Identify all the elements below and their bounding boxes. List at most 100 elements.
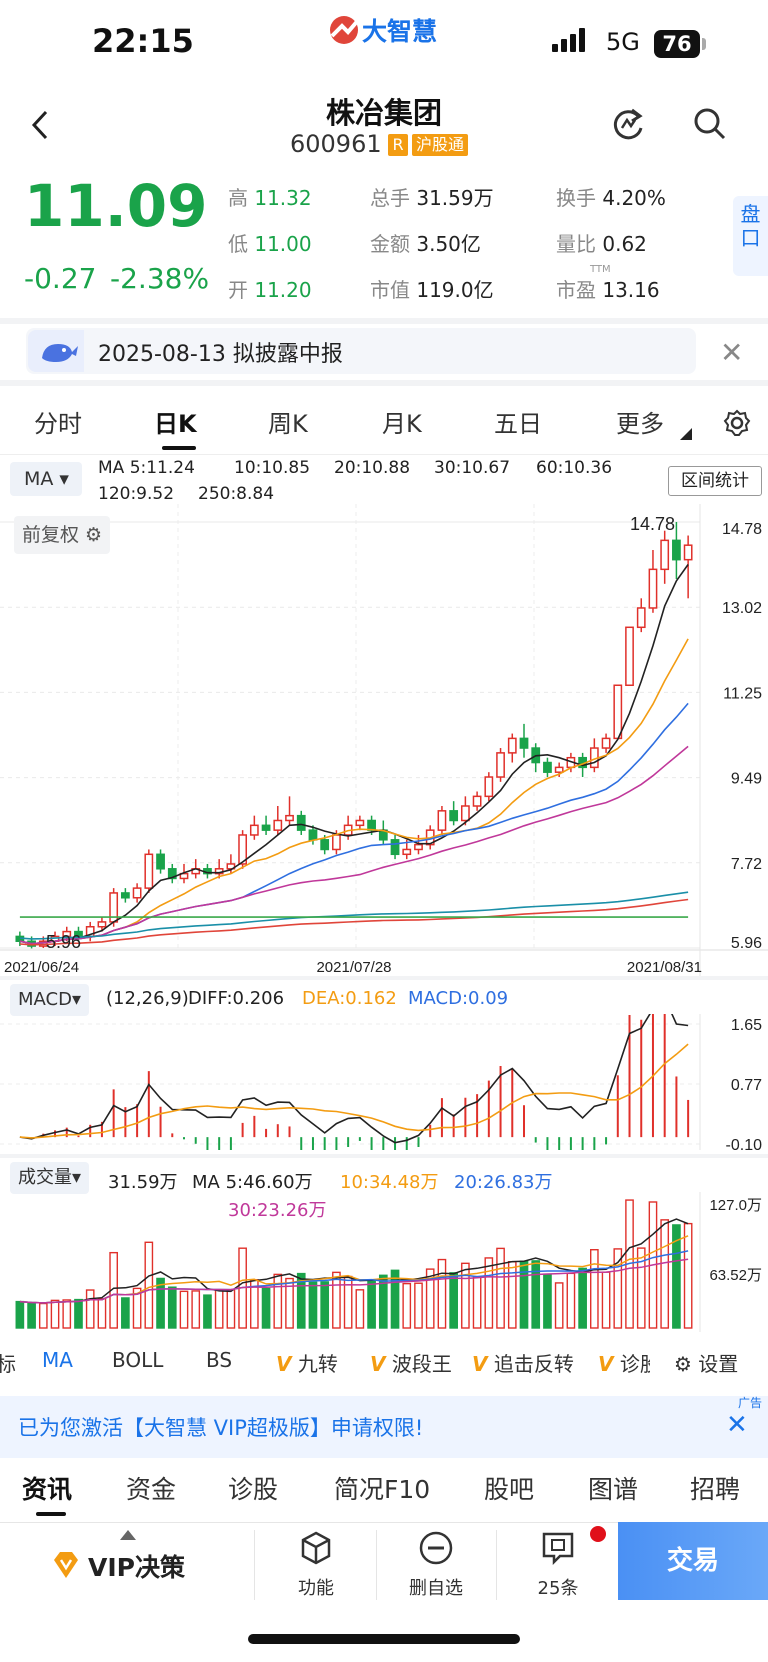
tab-more[interactable]: 更多 [616,410,664,438]
ad-text[interactable]: 已为您激活【大智慧 VIP超极版】申请权限! [18,1416,424,1440]
ad-close-icon[interactable]: ✕ [726,1410,748,1440]
tab-forum[interactable]: 股吧 [484,1475,535,1504]
volume-bar [226,1289,236,1329]
macd-tick-label: 0.77 [731,1077,762,1094]
indicator-ma[interactable]: MA [42,1348,73,1372]
volume-bar [660,1219,670,1329]
indicator-bodongwang[interactable]: V 波段王 [370,1352,452,1376]
stat-low: 低 11.00 [228,232,312,256]
candle-body [332,834,341,851]
tab-jobs[interactable]: 招聘 [690,1475,741,1504]
notice-close-icon[interactable]: ✕ [720,336,744,369]
indicator-settings[interactable]: ⚙ 设置 [674,1352,739,1376]
battery-icon: 76 [654,30,700,58]
remove-watchlist-icon[interactable] [418,1530,454,1566]
price-change-pct: -2.38% [110,262,210,295]
volume-bar [496,1247,505,1329]
candle-body [648,568,658,609]
tab-daily-k[interactable]: 日K [154,410,197,438]
candle-body [601,737,611,749]
volume-bar [74,1298,83,1329]
cube-function-icon[interactable] [298,1530,334,1566]
volume-total: 31.59万 [108,1172,178,1193]
volume-bar [378,1274,388,1329]
indicator-zhuiji[interactable]: V 追击反转 [472,1352,574,1376]
ad-banner[interactable] [0,1396,768,1458]
tab-weekly-k[interactable]: 周K [268,410,308,438]
y-tick-label: 11.25 [723,685,762,702]
indicator-boll[interactable]: BOLL [112,1348,164,1372]
volume-ma30: 30:23.26万 [228,1200,327,1221]
candle-body [660,539,670,571]
volume-bar [531,1260,541,1329]
candle-body [179,872,189,880]
macd-tick-label: 1.65 [731,1017,762,1034]
macd-select[interactable]: MACD▾ [10,984,90,1016]
range-stats-button[interactable]: 区间统计 [668,466,762,496]
ask-button[interactable]: 25条 [537,1578,579,1599]
ma-select[interactable]: MA ▾ [10,462,82,496]
macd-diff: DIFF:0.206 [188,988,285,1009]
ask-icon[interactable] [540,1530,576,1566]
vip-v-icon: V [276,1352,292,1376]
connect-badge: 沪股通 [412,134,469,156]
tab-news[interactable]: 资讯 [22,1475,73,1504]
home-indicator [248,1634,520,1644]
y-tick-label: 7.72 [731,856,762,873]
refresh-icon[interactable] [610,106,646,142]
notice-bar[interactable] [26,328,696,374]
tab-intraday[interactable]: 分时 [34,410,82,438]
indicator-zhengu[interactable]: V 诊股 [598,1352,650,1376]
indicator-bs[interactable]: BS [206,1348,233,1372]
candle-body [355,819,365,827]
pe-ttm-tag: TTM [590,264,611,275]
volume-bar [390,1269,400,1329]
tab-diagnosis[interactable]: 诊股 [228,1475,279,1504]
adjust-label[interactable]: 前复权 ⚙ [14,516,111,554]
section-divider [0,318,768,324]
tab-monthly-k[interactable]: 月K [382,410,422,438]
macd-chart[interactable]: 1.65 0.77 -0.10 [0,1014,768,1150]
volume-bar [367,1279,376,1329]
tab-atlas[interactable]: 图谱 [588,1475,639,1504]
volume-bar [179,1290,189,1329]
back-arrow-icon[interactable] [28,108,52,142]
candle-body [484,776,494,798]
volume-bar [27,1302,36,1329]
volume-bar [97,1298,107,1329]
volume-select[interactable]: 成交量▾ [10,1162,90,1194]
candlestick-chart[interactable]: 14.78 13.02 11.25 9.49 7.72 5.96 14.78 5.96 2021… [0,504,768,976]
candle-body [543,761,552,773]
function-button[interactable]: 功能 [298,1578,334,1599]
volume-chart[interactable]: 127.0万 63.52万 [0,1192,768,1332]
volume-bar [355,1289,365,1329]
vip-decision-button[interactable]: VIP决策 [88,1553,185,1582]
y-tick-label: 13.02 [722,600,762,617]
tab-f10[interactable]: 简况F10 [334,1475,431,1504]
order-book-tab[interactable]: 盘口 [733,196,768,276]
active-tab-indicator [162,446,196,450]
search-icon[interactable] [692,106,728,142]
notice-text: 2025-08-13 拟披露中报 [98,342,343,367]
tab-funds[interactable]: 资金 [126,1475,177,1504]
vip-v-icon: V [598,1352,614,1376]
cellular-signal-icon [552,28,585,52]
macd-dea: DEA:0.162 [302,988,397,1009]
expand-up-icon[interactable] [120,1528,136,1540]
y-tick-label: 9.49 [731,771,762,788]
y-tick-label: 14.78 [722,521,762,538]
candle-body [97,921,107,928]
candle-body [636,607,646,629]
tab-five-day[interactable]: 五日 [494,410,542,438]
volume-bar [121,1297,130,1329]
volume-bar [484,1257,494,1329]
volume-bar [273,1273,283,1329]
trade-button[interactable]: 交易 [618,1522,768,1600]
candle-body [144,853,154,889]
indicator-partial[interactable]: 标 [0,1352,16,1376]
chart-settings-icon[interactable] [722,408,752,438]
indicator-jiuzhuan[interactable]: V 九转 [276,1352,338,1376]
volume-bar [414,1282,423,1329]
current-price: 11.09 [24,172,208,240]
remove-watchlist-button[interactable]: 删自选 [409,1578,463,1599]
